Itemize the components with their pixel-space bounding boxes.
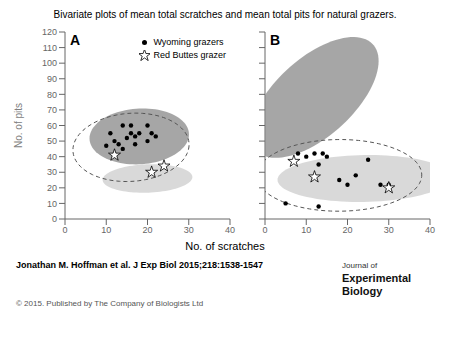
svg-text:20: 20 [142, 225, 152, 235]
svg-text:No. of pits: No. of pits [13, 103, 24, 148]
html-text:© 2015. Published by The Compa: © 2015. Published by The Company of Biol… [16, 299, 204, 308]
svg-text:70: 70 [47, 105, 57, 115]
svg-text:120: 120 [42, 27, 57, 37]
svg-text:40: 40 [225, 225, 235, 235]
html-text:Journal of: Journal of [342, 261, 378, 270]
html-text:No. of scratches: No. of scratches [185, 240, 265, 252]
svg-text:30: 30 [384, 225, 394, 235]
svg-text:10: 10 [301, 225, 311, 235]
svg-text:110: 110 [43, 43, 57, 53]
html-text:Wyoming grazers: Wyoming grazers [153, 37, 224, 47]
svg-text:20: 20 [47, 183, 57, 193]
html-text:Bivariate plots of mean total: Bivariate plots of mean total scratches … [53, 9, 397, 20]
html-text:B: B [270, 32, 281, 48]
svg-text:0: 0 [62, 225, 67, 235]
html-text:A: A [70, 32, 81, 48]
html-text:Red Buttes grazer: Red Buttes grazer [153, 50, 226, 60]
svg-text:20: 20 [342, 225, 352, 235]
svg-text:0: 0 [52, 214, 57, 224]
svg-text:10: 10 [47, 199, 57, 209]
html-text:Biology: Biology [342, 285, 383, 297]
svg-text:30: 30 [184, 225, 194, 235]
svg-text:0: 0 [262, 225, 267, 235]
html-text:Experimental: Experimental [342, 272, 412, 284]
svg-text:10: 10 [101, 225, 111, 235]
svg-text:90: 90 [47, 74, 57, 84]
svg-text:30: 30 [47, 167, 57, 177]
svg-text:100: 100 [42, 58, 57, 68]
svg-text:50: 50 [47, 136, 57, 146]
svg-text:40: 40 [425, 225, 435, 235]
html-text:Jonathan M. Hoffman et al. J E: Jonathan M. Hoffman et al. J Exp Biol 20… [16, 260, 264, 270]
svg-text:60: 60 [47, 121, 57, 131]
svg-text:80: 80 [47, 90, 57, 100]
svg-text:40: 40 [47, 152, 57, 162]
